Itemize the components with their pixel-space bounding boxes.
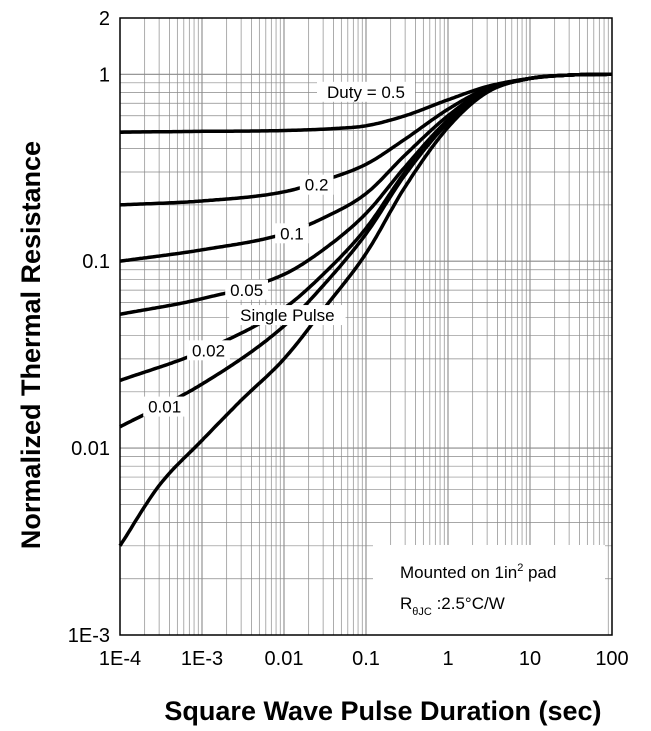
- curve-label: 0.02: [192, 341, 225, 360]
- curve-label-background: [317, 81, 415, 102]
- y-axis-title: Normalized Thermal Resistance: [16, 141, 46, 549]
- x-tick-label: 0.01: [265, 648, 304, 670]
- x-tick-label: 100: [595, 648, 628, 670]
- curve-label-background: [229, 305, 346, 326]
- annotation-line-1-sup: 2: [517, 562, 523, 574]
- annotation-line-2: RθJC :2.5°C/W: [400, 594, 505, 618]
- series-layer: [118, 72, 612, 547]
- y-tick-label: 1: [99, 64, 110, 86]
- x-tick-label: 1E-4: [99, 648, 141, 670]
- annotation-box: [373, 545, 605, 637]
- curve-label-background: [143, 396, 187, 417]
- y-tick-label: 0.01: [71, 438, 110, 460]
- annotation-line-1-suffix: pad: [523, 563, 556, 582]
- curve-label: 0.05: [230, 281, 263, 300]
- curve-label: 0.2: [305, 176, 329, 195]
- annotation-line-1-prefix: Mounted on 1in: [400, 563, 517, 582]
- x-axis-title: Square Wave Pulse Duration (sec): [164, 696, 601, 726]
- x-tick-label: 0.1: [352, 648, 380, 670]
- curve-label: Single Pulse: [240, 306, 335, 325]
- annotation-line-1: Mounted on 1in2 pad: [400, 562, 556, 582]
- y-tick-label: 1E-3: [68, 625, 110, 647]
- y-tick-label: 2: [99, 8, 110, 30]
- curve-label: 0.01: [148, 398, 181, 417]
- annotation-line-2-r: R: [400, 594, 412, 613]
- curve-label: 0.1: [280, 224, 304, 243]
- x-tick-label: 1E-3: [181, 648, 223, 670]
- mounting-annotation: Mounted on 1in2 pad RθJC :2.5°C/W: [373, 545, 605, 637]
- curve-label-background: [275, 223, 309, 244]
- series-line: [118, 72, 612, 547]
- curve-label-background: [187, 340, 230, 361]
- x-tick-label: 1: [442, 648, 453, 670]
- annotation-line-2-value: :2.5°C/W: [432, 594, 505, 613]
- curve-label: Duty = 0.5: [327, 83, 405, 102]
- plot-frame: [119, 17, 613, 636]
- x-tick-label: 10: [519, 648, 541, 670]
- y-tick-label: 0.1: [82, 251, 110, 273]
- annotation-line-2-sub: θJC: [412, 606, 432, 618]
- curve-label-background: [299, 174, 334, 195]
- curve-label-background: [225, 279, 269, 300]
- curve-labels: Duty = 0.5 0.2 0.1 0.05 0.02 0.01 Single Pulse: [143, 81, 415, 417]
- grid-lines: [120, 17, 612, 635]
